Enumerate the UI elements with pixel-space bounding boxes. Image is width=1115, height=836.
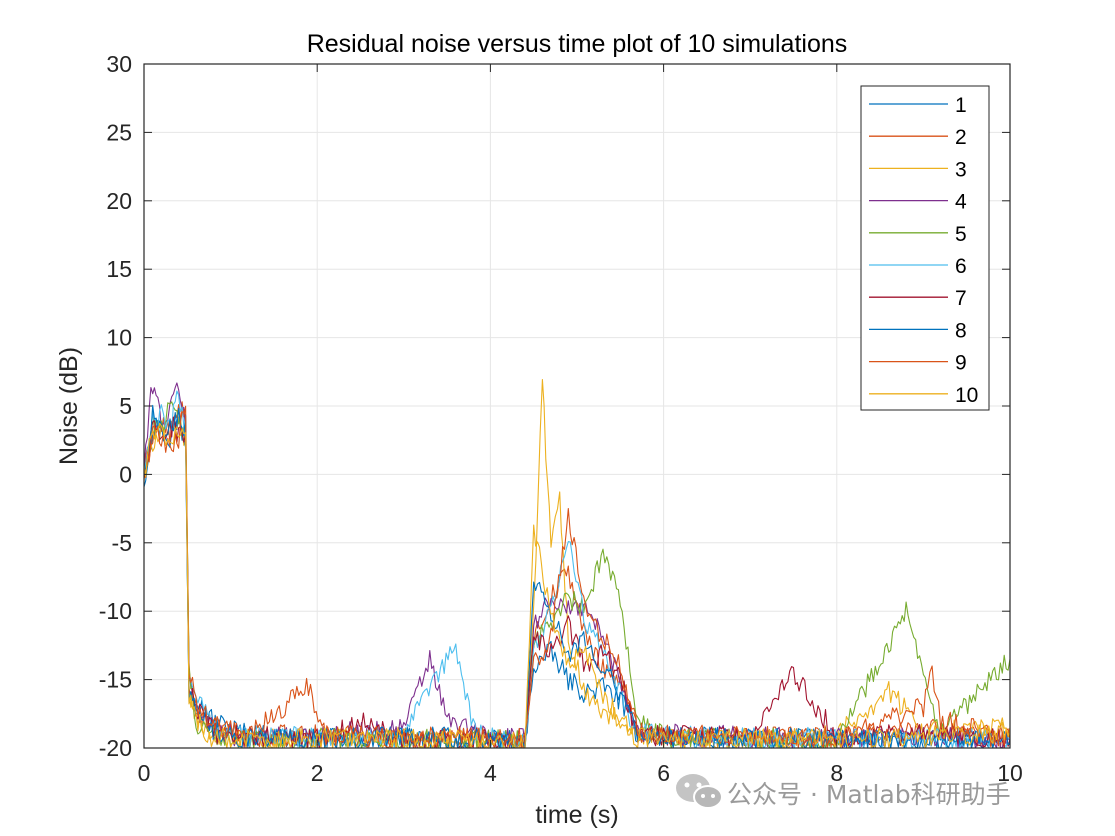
legend-label-6: 6 [955, 255, 967, 278]
x-tick-label: 6 [657, 760, 670, 786]
y-tick-label: 0 [119, 461, 132, 487]
x-axis-label: time (s) [535, 801, 618, 829]
watermark: 公众号 · Matlab科研助手 [676, 774, 1011, 809]
series-line-5 [143, 401, 1011, 749]
series-line-10 [143, 422, 1011, 749]
legend-label-3: 3 [955, 158, 967, 181]
legend-label-1: 1 [955, 94, 967, 117]
x-tick-label: 2 [311, 760, 324, 786]
y-tick-label: -5 [112, 530, 132, 556]
series-line-6 [143, 390, 1011, 749]
y-tick-label: 20 [106, 188, 132, 214]
legend-label-9: 9 [955, 352, 967, 375]
y-tick-label: 30 [106, 51, 132, 77]
legend-label-8: 8 [955, 319, 967, 342]
y-tick-label: -15 [99, 667, 132, 693]
y-tick-label: 10 [106, 325, 132, 351]
y-axis-label: Noise (dB) [55, 347, 83, 465]
legend-label-5: 5 [955, 223, 967, 246]
legend-label-4: 4 [955, 191, 967, 214]
wechat-icon [676, 774, 723, 809]
watermark-text: 公众号 · Matlab科研助手 [727, 780, 1011, 809]
x-tick-label: 8 [830, 760, 843, 786]
legend-label-7: 7 [955, 287, 967, 310]
y-tick-label: 15 [106, 256, 132, 282]
legend-box [860, 85, 990, 411]
y-tick-label: -10 [99, 598, 132, 624]
y-tick-label: -20 [99, 735, 132, 761]
x-tick-label: 10 [997, 760, 1023, 786]
legend: 1 2 3 4 5 6 7 8 9 10 [860, 85, 990, 411]
series-lines [143, 378, 1011, 749]
series-line-9 [143, 410, 1011, 749]
y-tick-label: 5 [119, 393, 132, 419]
series-line-8 [143, 404, 1011, 749]
legend-label-10: 10 [955, 384, 978, 407]
y-tick-label: 25 [106, 119, 132, 145]
legend-label-2: 2 [955, 126, 967, 149]
chart-title: Residual noise versus time plot of 10 si… [307, 30, 848, 58]
x-tick-label: 0 [138, 760, 151, 786]
x-tick-label: 4 [484, 760, 497, 786]
